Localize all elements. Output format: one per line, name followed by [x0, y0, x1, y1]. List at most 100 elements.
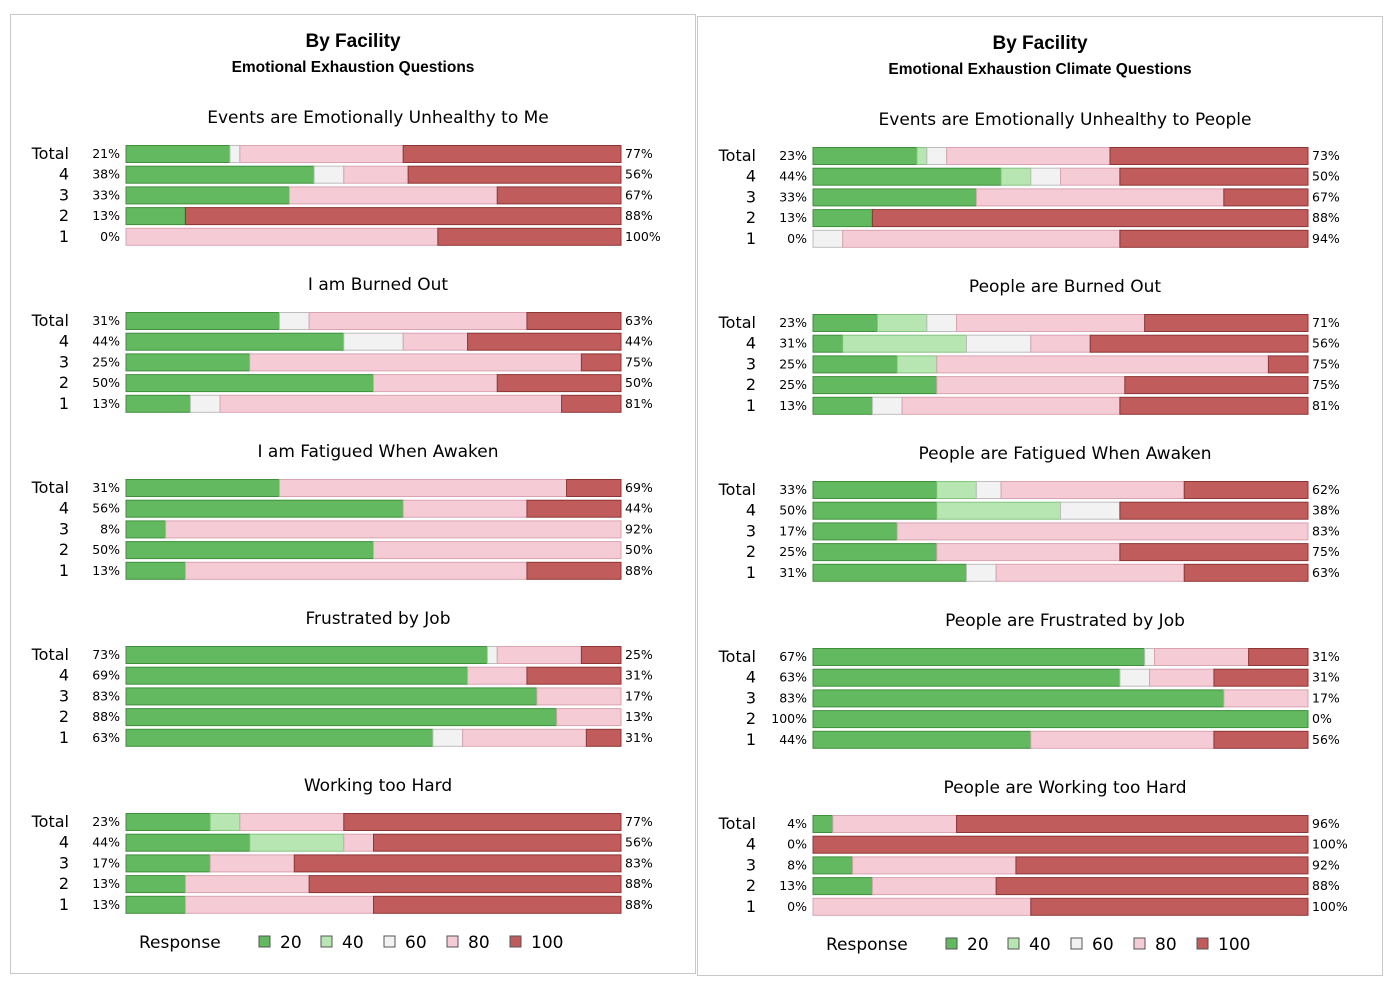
bar-segment-100	[1183, 481, 1309, 499]
bar-segment-80	[184, 895, 374, 914]
bar-segment-20	[125, 207, 186, 226]
bar-segment-60	[926, 314, 958, 332]
bar-segment-80	[936, 543, 1121, 562]
bar-segment-100	[812, 835, 1309, 854]
left-percent-label: 4%	[787, 816, 807, 831]
bar-segment-20	[125, 312, 280, 330]
left-percent-label: 83%	[779, 690, 807, 705]
left-percent-label: 25%	[92, 354, 120, 369]
chart-title: By Facility	[305, 31, 401, 52]
right-percent-label: 17%	[625, 688, 653, 703]
bar-segment-100	[1267, 355, 1309, 374]
left-percent-label: 8%	[787, 857, 807, 872]
bar-segment-80	[536, 687, 622, 706]
left-percent-label: 25%	[779, 356, 807, 371]
row-label: Total	[718, 814, 756, 833]
row-label: 2	[59, 540, 69, 559]
left-percent-label: 21%	[92, 146, 120, 161]
row-label: 4	[746, 668, 756, 687]
left-percent-label: 17%	[92, 855, 120, 870]
chart-subtitle: Emotional Exhaustion Questions	[231, 59, 475, 76]
bar-segment-20	[812, 376, 938, 395]
bar-segment-80	[184, 561, 528, 580]
bar-segment-20	[812, 563, 967, 582]
bar-segment-100	[526, 561, 622, 580]
row-label: 3	[746, 521, 756, 540]
bar-segment-40	[249, 833, 345, 852]
question-title: People are Burned Out	[969, 277, 1161, 297]
right-percent-label: 56%	[625, 835, 653, 850]
right-percent-label: 75%	[1312, 356, 1340, 371]
bar-segment-20	[812, 314, 878, 332]
right-percent-label: 88%	[625, 208, 653, 223]
bar-segment-40	[876, 314, 928, 332]
bar-segment-20	[812, 877, 873, 896]
left-percent-label: 25%	[779, 544, 807, 559]
bar-segment-60	[1119, 668, 1151, 687]
bar-segment-20	[812, 730, 1032, 749]
row-label: 3	[59, 519, 69, 538]
legend-label-20: 20	[280, 933, 302, 953]
legend-label-40: 40	[1029, 935, 1051, 955]
row-label: 1	[59, 561, 69, 580]
right-percent-label: 44%	[625, 334, 653, 349]
right-percent-label: 92%	[625, 521, 653, 536]
bar-segment-100	[1119, 229, 1309, 248]
right-stacked-bar-chart: Events are Emotionally Unhealthy to Peop…	[718, 110, 1348, 955]
row-label: Total	[31, 478, 69, 497]
bar-segment-60	[871, 396, 903, 415]
legend-label-60: 60	[405, 933, 427, 953]
left-percent-label: 0%	[100, 229, 120, 244]
left-percent-label: 33%	[779, 189, 807, 204]
row-label: Total	[718, 313, 756, 332]
bar-segment-60	[432, 728, 464, 747]
row-label: Total	[718, 480, 756, 499]
bar-segment-20	[125, 394, 191, 413]
bar-segment-100	[1213, 730, 1309, 749]
right-percent-label: 69%	[625, 480, 653, 495]
row-label: Total	[31, 311, 69, 330]
bar-segment-100	[407, 165, 622, 184]
bar-segment-100	[308, 875, 622, 894]
question-title: Working too Hard	[304, 776, 452, 796]
left-percent-label: 8%	[100, 521, 120, 536]
bar-segment-80	[402, 332, 469, 351]
bar-segment-100	[373, 895, 622, 914]
legend-label-80: 80	[1155, 935, 1177, 955]
bar-segment-100	[1183, 563, 1309, 582]
right-percent-label: 67%	[625, 187, 653, 202]
right-percent-label: 75%	[1312, 377, 1340, 392]
bar-segment-20	[812, 209, 873, 228]
legend-label-60: 60	[1092, 935, 1114, 955]
left-percent-label: 13%	[92, 208, 120, 223]
bar-segment-100	[561, 394, 622, 413]
question-title: I am Burned Out	[308, 275, 449, 295]
bar-segment-20	[125, 541, 374, 560]
row-label: 1	[746, 730, 756, 749]
right-percent-label: 13%	[625, 709, 653, 724]
bar-segment-60	[926, 147, 948, 165]
bar-segment-100	[343, 813, 622, 831]
row-label: 2	[59, 373, 69, 392]
row-label: 3	[59, 352, 69, 371]
bar-segment-40	[916, 147, 928, 165]
legend-swatch-100	[1196, 937, 1209, 950]
bar-segment-80	[812, 897, 1032, 916]
bar-segment-40	[209, 813, 241, 831]
bar-segment-60	[1060, 501, 1121, 520]
right-percent-label: 50%	[625, 375, 653, 390]
row-label: 4	[746, 501, 756, 520]
right-percent-label: 0%	[1312, 711, 1332, 726]
bar-segment-100	[580, 353, 622, 372]
right-percent-label: 100%	[625, 229, 661, 244]
row-label: 3	[746, 354, 756, 373]
bar-segment-100	[402, 145, 622, 163]
right-percent-label: 81%	[625, 396, 653, 411]
bar-segment-20	[812, 710, 1309, 729]
row-label: Total	[31, 144, 69, 163]
left-percent-label: 38%	[92, 167, 120, 182]
bar-segment-40	[936, 481, 977, 499]
right-chart-panel: By Facility Emotional Exhaustion Climate…	[697, 16, 1383, 976]
bar-segment-20	[125, 687, 538, 706]
legend-swatch-100	[509, 935, 522, 948]
